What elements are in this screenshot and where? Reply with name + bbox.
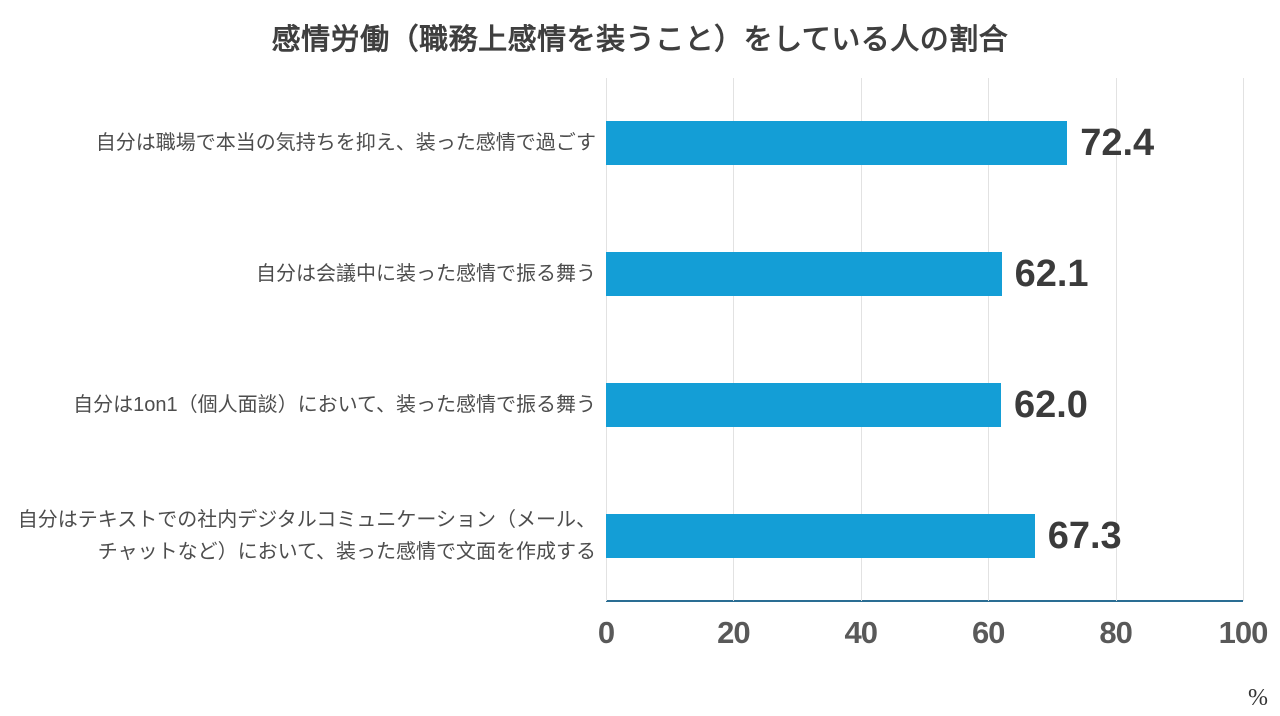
x-tick-label: 40 (844, 615, 878, 650)
bar (606, 252, 1002, 297)
gridline (606, 78, 607, 601)
x-tick-label: 20 (717, 615, 750, 650)
gridline (1243, 78, 1244, 601)
category-label: 自分は会議中に装った感情で振る舞う (256, 263, 596, 286)
x-tick-label: 80 (1099, 615, 1132, 650)
bar-value-label: 62.0 (1013, 383, 1088, 426)
plot-area: 72.4 62.1 62.0 67.3 (606, 78, 1244, 602)
bar (606, 121, 1068, 166)
x-tick-label: 100 (1218, 615, 1269, 650)
x-axis-ticks: 0 20 40 60 80 100 (598, 615, 1268, 659)
gridline (733, 78, 735, 601)
chart-title: 感情労働（職務上感情を装うこと）をしている人の割合 (271, 24, 1009, 56)
x-tick-label: 60 (971, 615, 1005, 650)
x-tick-label: 0 (597, 615, 615, 650)
category-label: 自分は職場で本当の気持ちを抑え、装った感情で過ごす (95, 132, 596, 155)
bar-value-label: 62.1 (1014, 253, 1089, 296)
gridline (1115, 78, 1117, 601)
bar-value-label: 67.3 (1047, 514, 1122, 557)
x-axis-line (606, 600, 1243, 602)
category-axis-labels: 自分は職場で本当の気持ちを抑え、装った感情で過ごす自分は会議中に装った感情で振る… (8, 78, 596, 601)
bar (606, 513, 1035, 558)
gridline (860, 78, 862, 601)
bar (606, 382, 1001, 427)
unit-label: % (1248, 685, 1268, 711)
bar-value-label: 72.4 (1080, 122, 1155, 165)
category-label: 自分は1on1（個人面談）において、装った感情で振る舞う (73, 393, 596, 416)
category-label: 自分はテキストでの社内デジタルコミュニケーション（メール、チャットなど）において… (17, 508, 596, 563)
gridline (988, 78, 990, 601)
